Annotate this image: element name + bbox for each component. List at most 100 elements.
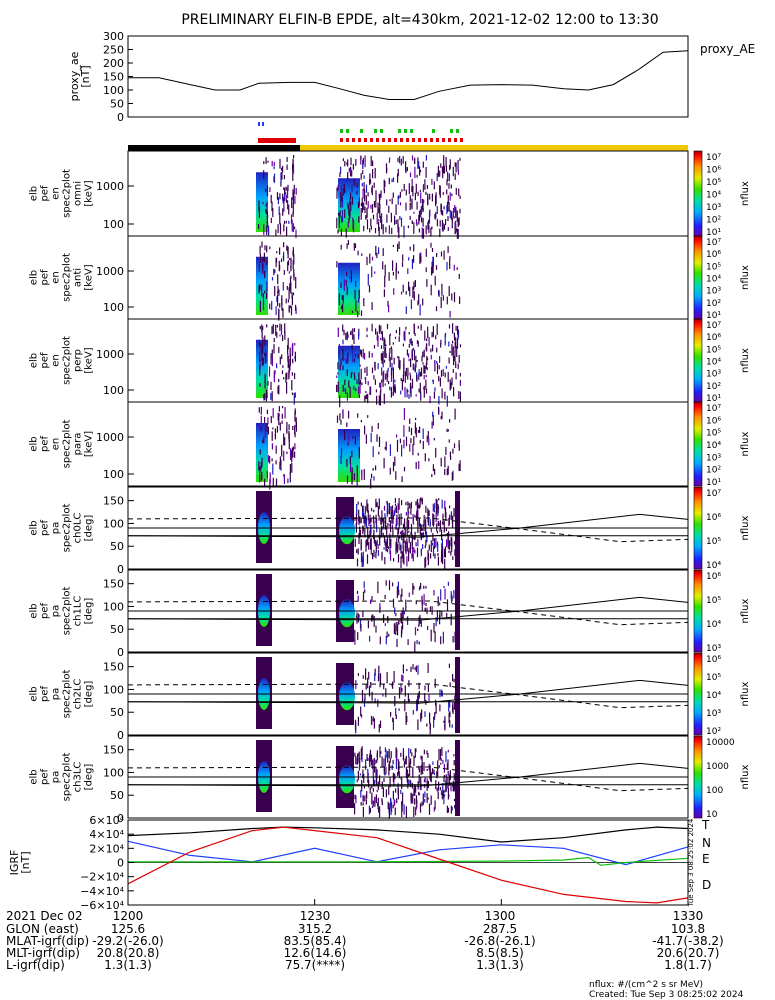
energy-panel-2-speckle — [418, 388, 420, 393]
energy-panel-0-speckle — [283, 220, 286, 224]
energy-panel-2-speckle — [385, 353, 387, 359]
energy-panel-0-speckle — [339, 172, 341, 178]
igrf-ytick-label: 0 — [117, 857, 124, 870]
pa-panel-3-speckle — [400, 776, 402, 780]
energy-panel-0-speckle — [351, 170, 353, 177]
pa-panel-3-speckle — [450, 782, 452, 792]
energy-panel-2-speckle — [384, 383, 386, 386]
energy-panel-2-speckle — [342, 384, 344, 392]
ephem-value: 1.8(1.7) — [664, 958, 712, 972]
pa-panel-0-speckle — [415, 501, 417, 506]
pa-panel-1-speckle — [413, 585, 415, 590]
energy-panel-0-speckle — [452, 208, 455, 218]
pa-panel-3-speckle — [433, 769, 435, 774]
energy-panel-2-colorbar-tick: 10⁴ — [706, 358, 721, 368]
pa-panel-0-speckle — [445, 512, 447, 521]
igrf-ylabel-wrap: IGRF[nT] — [8, 850, 32, 876]
energy-panel-0-speckle — [366, 219, 369, 230]
energy-panel-3-speckle — [403, 408, 405, 420]
energy-panel-0-speckle — [283, 175, 285, 180]
energy-panel-0-speckle — [291, 197, 293, 208]
pa-panel-0-speckle — [405, 512, 407, 516]
energy-panel-0-speckle — [453, 216, 455, 219]
pa-panel-0-speckle — [368, 518, 370, 526]
energy-panel-0-speckle — [265, 209, 267, 213]
energy-panel-0-speckle — [345, 228, 347, 238]
pa-panel-0-ylabel-line: pef — [40, 520, 51, 537]
energy-panel-0-speckle — [378, 227, 380, 236]
energy-panel-1-speckle — [346, 271, 348, 276]
pa-panel-3-speckle — [388, 786, 390, 795]
pa-panel-3-speckle — [354, 752, 356, 757]
pa-panel-1-speckle — [421, 601, 423, 605]
energy-panel-3-speckle — [351, 450, 353, 458]
pa-panel-1-speckle — [421, 595, 423, 603]
pa-panel-3-speckle — [375, 766, 377, 779]
pa-panel-2-speckle — [443, 720, 445, 723]
energy-panel-3-speckle — [451, 472, 453, 481]
energy-panel-2-ytick-label: 1000 — [96, 348, 124, 361]
pa-panel-0-speckle — [435, 537, 437, 548]
pa-panel-0-speckle — [388, 502, 390, 515]
energy-panel-1-speckle — [351, 310, 353, 313]
energy-panel-2-speckle — [346, 331, 349, 334]
energy-panel-0-speckle — [425, 155, 427, 161]
pa-panel-0-speckle — [364, 527, 366, 537]
pa-panel-3-speckle — [359, 773, 362, 776]
pa-panel-1-speckle — [369, 635, 371, 642]
energy-panel-3-speckle — [294, 412, 296, 422]
energy-panel-3-speckle — [272, 463, 274, 475]
energy-panel-2-speckle — [349, 332, 352, 335]
pa-panel-2-speckle — [395, 707, 397, 716]
pa-panel-3-speckle — [365, 794, 367, 801]
pa-panel-3-speckle — [409, 779, 411, 785]
energy-panel-1-speckle — [446, 261, 448, 271]
energy-panel-0-speckle — [414, 166, 416, 179]
energy-panel-2-speckle — [379, 393, 381, 406]
pa-panel-0-speckle — [448, 518, 450, 527]
energy-panel-2-speckle — [377, 363, 379, 370]
energy-panel-1-ylabel-line: elb — [29, 270, 40, 285]
energy-panel-2-speckle — [439, 356, 441, 363]
energy-panel-0-speckle — [337, 229, 339, 234]
energy-panel-3-speckle — [435, 447, 437, 458]
pa-panel-0-speckle — [427, 508, 429, 514]
energy-panel-0-speckle — [263, 224, 265, 235]
energy-panel-3-speckle — [264, 425, 266, 438]
energy-panel-0-speckle — [270, 217, 272, 224]
energy-panel-3-speckle — [290, 450, 293, 455]
energy-panel-2-speckle — [366, 327, 368, 332]
energy-panel-3-speckle — [266, 409, 268, 414]
energy-panel-0-colorbar-tick: 10³ — [706, 203, 721, 213]
energy-panel-0-speckle — [337, 184, 339, 191]
energy-panel-0-speckle — [446, 179, 448, 186]
energy-panel-3-speckle — [394, 456, 396, 466]
energy-panel-1-speckle — [459, 296, 461, 305]
energy-panel-2-speckle — [424, 365, 426, 374]
energy-panel-0-speckle — [348, 209, 350, 220]
energy-panel-0-speckle — [409, 172, 412, 178]
ephem-row-label: MLAT-igrf(dip) — [6, 934, 89, 948]
energy-panel-0-speckle — [428, 225, 430, 234]
energy-panel-2-speckle — [288, 368, 290, 371]
energy-panel-3-speckle — [294, 451, 296, 458]
marker-red — [448, 138, 451, 142]
pa-panel-3-speckle — [375, 776, 377, 783]
energy-panel-3-ylabel-line: elb — [29, 436, 40, 451]
energy-panel-0-speckle — [413, 222, 415, 234]
energy-panel-0-speckle — [417, 191, 419, 196]
energy-panel-3-speckle — [401, 444, 403, 457]
energy-panel-2-speckle — [444, 391, 446, 400]
energy-panel-1-speckle — [401, 262, 404, 267]
ephem-value: 287.5 — [483, 922, 517, 936]
pa-panel-0-speckle — [376, 503, 378, 507]
energy-panel-1-speckle — [342, 303, 344, 313]
pa-panel-2-speckle — [449, 720, 451, 728]
pa-panel-3-speckle — [444, 789, 446, 793]
pa-panel-1-speckle — [388, 633, 390, 637]
energy-panel-2-speckle — [342, 339, 344, 345]
pa-panel-1-speckle — [398, 589, 400, 596]
energy-panel-0-speckle — [455, 221, 457, 232]
energy-panel-1-speckle — [409, 286, 411, 297]
energy-panel-2-speckle — [273, 371, 275, 383]
